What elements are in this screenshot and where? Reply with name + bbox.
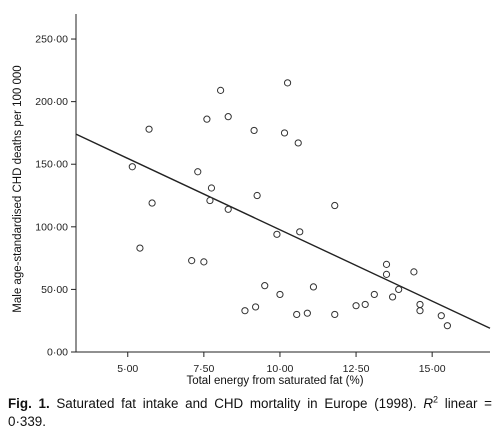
data-point <box>294 139 302 147</box>
regression-line <box>75 133 491 329</box>
data-point <box>206 196 214 205</box>
data-point <box>136 244 144 252</box>
data-point <box>224 205 232 213</box>
data-point <box>145 125 153 133</box>
data-point <box>388 293 397 301</box>
data-point <box>410 268 418 276</box>
data-point <box>416 300 424 309</box>
data-point <box>395 285 403 294</box>
data-point <box>296 228 304 236</box>
x-axis-title: Total energy from saturated fat (%) <box>186 375 363 387</box>
y-tick-label: 100·00 <box>35 221 68 233</box>
data-point <box>188 257 196 265</box>
data-point <box>194 168 202 176</box>
y-tick-label: 0·00 <box>47 347 68 359</box>
data-point <box>352 302 360 310</box>
caption-text-end: linear = 0·339. <box>8 396 492 429</box>
data-point <box>250 126 258 135</box>
x-tick-label: 15·00 <box>419 363 446 375</box>
data-point <box>216 86 225 94</box>
caption-r-symbol: R <box>423 396 433 411</box>
data-point <box>280 129 289 137</box>
data-point <box>207 184 216 192</box>
y-tick-label: 200·00 <box>35 96 68 108</box>
data-point <box>128 163 136 171</box>
data-point <box>203 115 211 123</box>
data-point <box>283 79 292 87</box>
data-point <box>253 191 261 200</box>
data-point <box>437 312 445 320</box>
y-tick-label: 250·00 <box>35 34 68 46</box>
data-point <box>382 270 391 278</box>
data-point <box>370 290 378 299</box>
data-point <box>443 322 451 330</box>
caption-text: Saturated fat intake and CHD mortality i… <box>49 396 424 411</box>
data-point <box>309 283 318 291</box>
y-tick-label: 50·00 <box>41 284 68 296</box>
caption-r-exponent: 2 <box>433 394 439 405</box>
data-point <box>241 307 249 315</box>
scatter-chart: 0·00 50·00 100·00 150·00 200·00 250·00 5·00 7·5… <box>12 14 491 387</box>
data-point <box>361 300 369 309</box>
y-axis-title: Male age-standardised CHD deaths per 100… <box>12 65 24 312</box>
data-point <box>416 307 424 315</box>
data-point <box>273 230 281 238</box>
y-tick-label: 150·00 <box>35 159 68 171</box>
data-point <box>148 199 156 207</box>
x-tick-label: 12·50 <box>343 363 370 375</box>
data-point <box>382 260 391 268</box>
figure-caption: Fig. 1. Saturated fat intake and CHD mor… <box>8 395 492 431</box>
data-point <box>276 290 284 299</box>
data-point <box>252 303 260 311</box>
data-point <box>303 309 311 317</box>
data-point <box>200 258 208 266</box>
x-tick-label: 10·00 <box>267 363 294 375</box>
data-point <box>331 201 339 210</box>
data-point <box>224 113 232 121</box>
x-tick-label: 7·50 <box>193 363 214 375</box>
data-point <box>261 282 269 290</box>
x-tick-label: 5·00 <box>117 363 138 375</box>
data-point <box>331 310 339 319</box>
figure-label: Fig. 1. <box>8 396 50 411</box>
data-point <box>293 310 301 319</box>
